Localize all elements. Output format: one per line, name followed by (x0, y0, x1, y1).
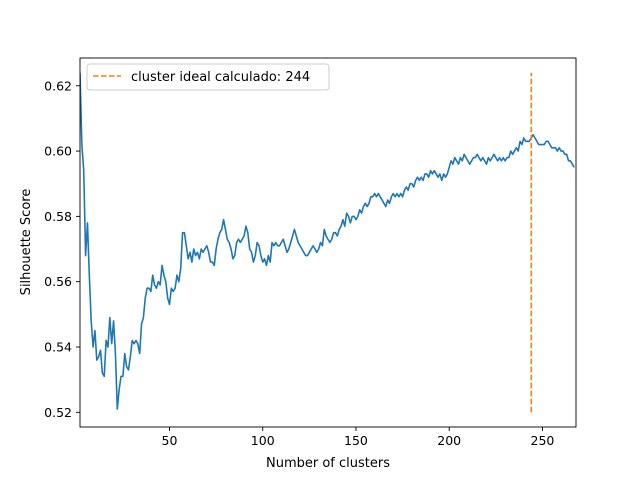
x-axis: 50 100 150 200 250 (162, 427, 555, 448)
y-tick-label: 0.60 (44, 144, 72, 159)
x-tick-label: 50 (162, 433, 178, 448)
y-tick-label: 0.58 (44, 209, 72, 224)
y-tick-label: 0.54 (44, 339, 72, 354)
x-tick-label: 100 (251, 433, 275, 448)
y-tick-label: 0.62 (44, 78, 72, 93)
y-axis: 0.52 0.54 0.56 0.58 0.60 0.62 (44, 78, 80, 420)
legend-label: cluster ideal calculado: 244 (131, 70, 310, 85)
x-tick-label: 150 (344, 433, 368, 448)
x-tick-label: 200 (437, 433, 461, 448)
silhouette-score-line (80, 72, 575, 410)
y-axis-title: Silhouette Score (19, 189, 34, 296)
y-tick-label: 0.52 (44, 405, 72, 420)
legend-box (86, 63, 330, 91)
y-tick-label: 0.56 (44, 274, 72, 289)
x-tick-label: 250 (531, 433, 555, 448)
axes-frame (79, 57, 577, 428)
x-axis-title: Number of clusters (266, 456, 390, 471)
legend: cluster ideal calculado: 244 (86, 63, 330, 91)
plot-area (79, 57, 577, 428)
